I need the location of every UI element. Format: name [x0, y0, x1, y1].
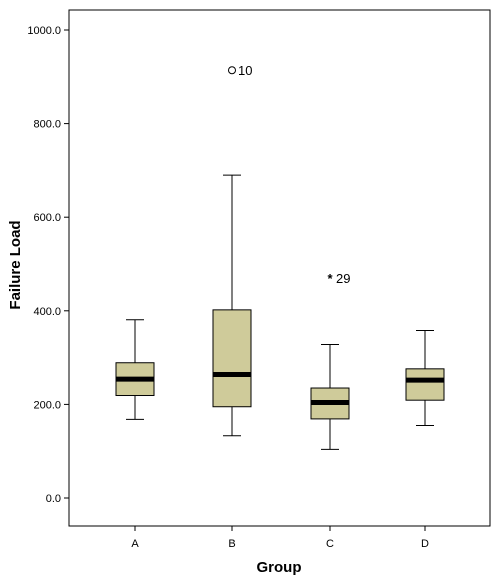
outlier-label: 29 — [336, 271, 350, 286]
y-axis-title: Failure Load — [7, 220, 24, 309]
box-group-b: 10 — [212, 63, 252, 437]
x-tick-label: D — [421, 538, 429, 550]
outlier-star-marker: * — [327, 271, 333, 286]
y-tick-label: 1000.0 — [27, 25, 61, 37]
x-tick-label: A — [131, 538, 139, 550]
iqr-box — [212, 309, 252, 408]
box-group-c: * 29 — [310, 271, 350, 450]
x-tick-label: B — [228, 538, 235, 550]
x-axis: A B C D — [131, 526, 429, 550]
plot-frame — [68, 9, 491, 527]
box-group-a — [115, 319, 155, 420]
box-group-d — [405, 329, 445, 426]
x-tick-label: C — [326, 538, 334, 550]
outlier-label: 10 — [238, 63, 252, 78]
y-axis: 0.0 200.0 400.0 600.0 800.0 1000.0 — [27, 25, 69, 505]
outlier-circle-marker — [228, 66, 236, 75]
y-tick-label: 600.0 — [33, 212, 61, 224]
y-tick-label: 0.0 — [46, 493, 61, 505]
y-tick-label: 800.0 — [33, 119, 61, 131]
y-tick-label: 400.0 — [33, 306, 61, 318]
y-tick-label: 200.0 — [33, 399, 61, 411]
iqr-box — [405, 368, 445, 401]
x-axis-title: Group — [257, 559, 302, 576]
boxes: 10 * 29 — [115, 63, 445, 450]
